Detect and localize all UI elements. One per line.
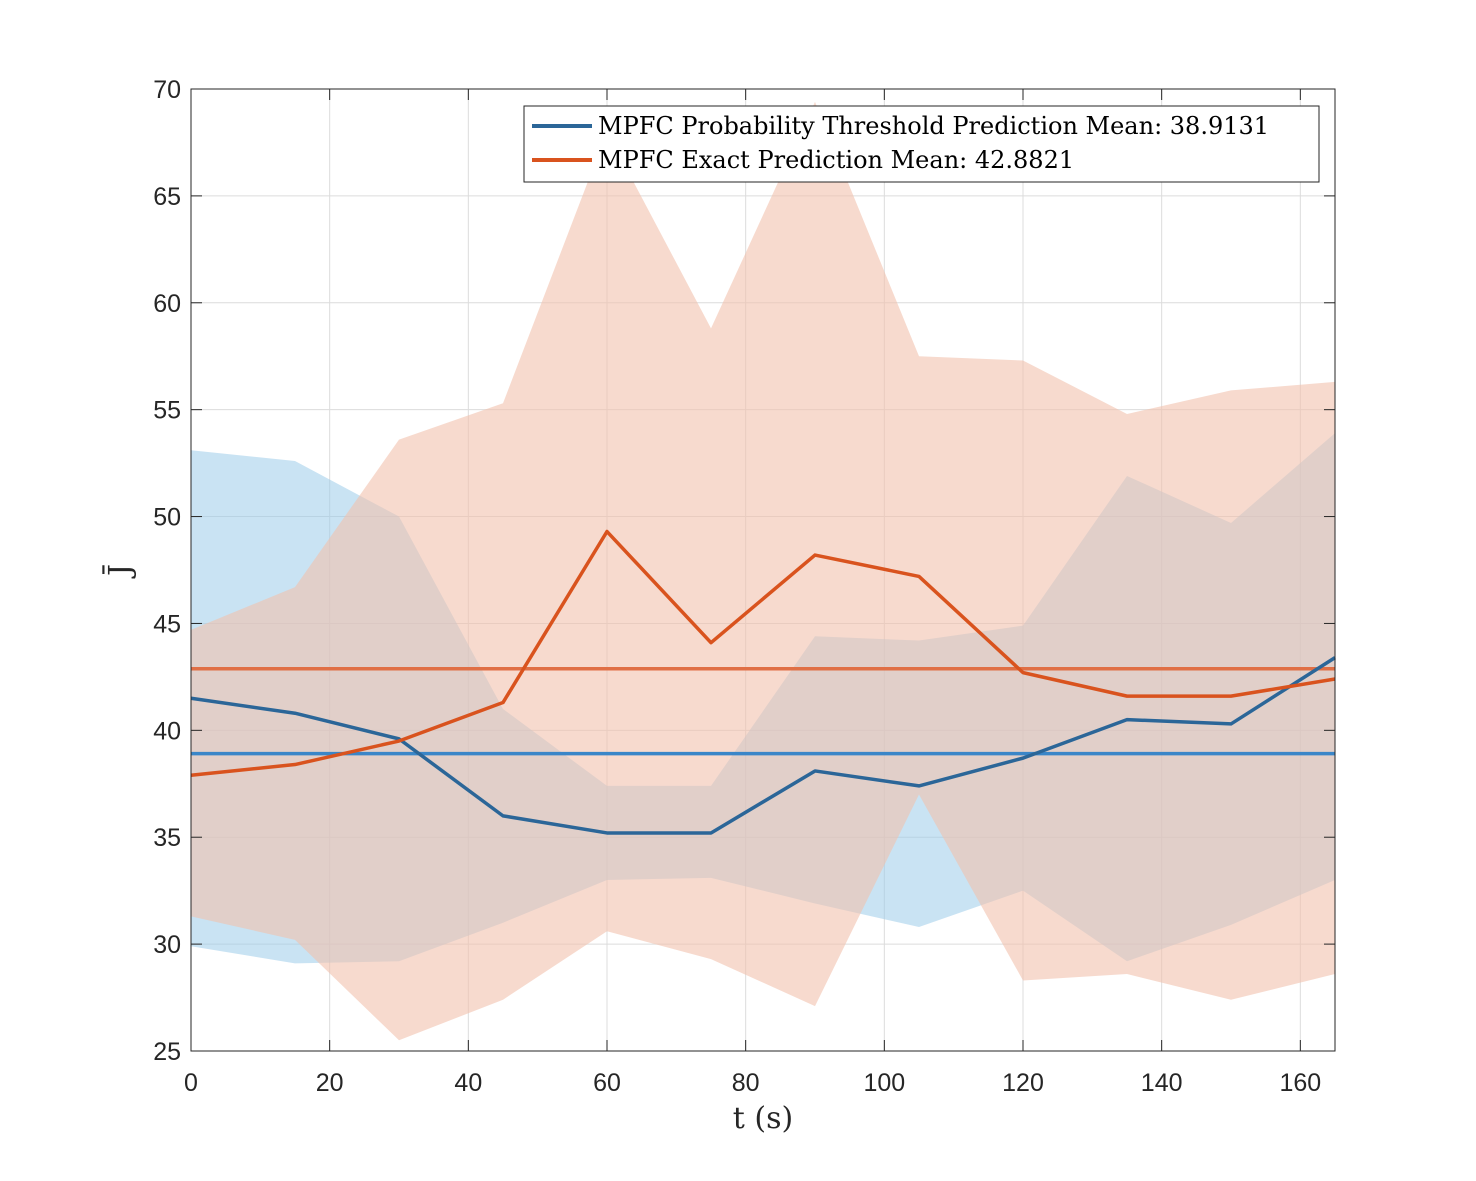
y-tick-label: 50 bbox=[153, 504, 181, 532]
x-tick-label: 140 bbox=[1141, 1069, 1183, 1097]
confidence-bands bbox=[191, 101, 1335, 1041]
x-tick-label: 60 bbox=[593, 1069, 621, 1097]
y-tick-label: 55 bbox=[153, 397, 181, 425]
y-tick-label: 65 bbox=[153, 183, 181, 211]
y-tick-label: 45 bbox=[153, 610, 181, 638]
x-tick-label: 0 bbox=[184, 1069, 198, 1097]
x-tick-label: 160 bbox=[1279, 1069, 1321, 1097]
legend-entry-threshold: MPFC Probability Threshold Prediction Me… bbox=[598, 112, 1269, 140]
x-tick-label: 120 bbox=[1002, 1069, 1044, 1097]
legend-entry-exact: MPFC Exact Prediction Mean: 42.8821 bbox=[598, 146, 1074, 174]
axes-box bbox=[190, 88, 1336, 1052]
series-line-threshold bbox=[190, 656, 1336, 835]
x-tick-label: 100 bbox=[863, 1069, 905, 1097]
legend-box bbox=[523, 105, 1320, 183]
y-tick-label: 35 bbox=[153, 824, 181, 852]
y-axis-label: J̄ bbox=[102, 564, 138, 579]
x-tick-label: 20 bbox=[316, 1069, 344, 1097]
y-tick-label: 30 bbox=[153, 931, 181, 959]
y-tick-label: 25 bbox=[153, 1038, 181, 1066]
series-line-exact bbox=[190, 529, 1336, 777]
y-tick-label: 60 bbox=[153, 290, 181, 318]
y-tick-label: 70 bbox=[153, 76, 181, 104]
x-tick-label: 80 bbox=[732, 1069, 760, 1097]
x-axis-label: t (s) bbox=[733, 1101, 793, 1136]
x-tick-label: 40 bbox=[454, 1069, 482, 1097]
legend: MPFC Probability Threshold Prediction Me… bbox=[523, 105, 1320, 183]
band-exact bbox=[191, 101, 1335, 1041]
axis-ticks: 0 20 40 60 80 100 120 140 160 25 30 35 40 45 50 55 60 65 7… bbox=[153, 76, 1335, 1097]
series-lines bbox=[190, 529, 1336, 835]
y-tick-label: 40 bbox=[153, 717, 181, 745]
